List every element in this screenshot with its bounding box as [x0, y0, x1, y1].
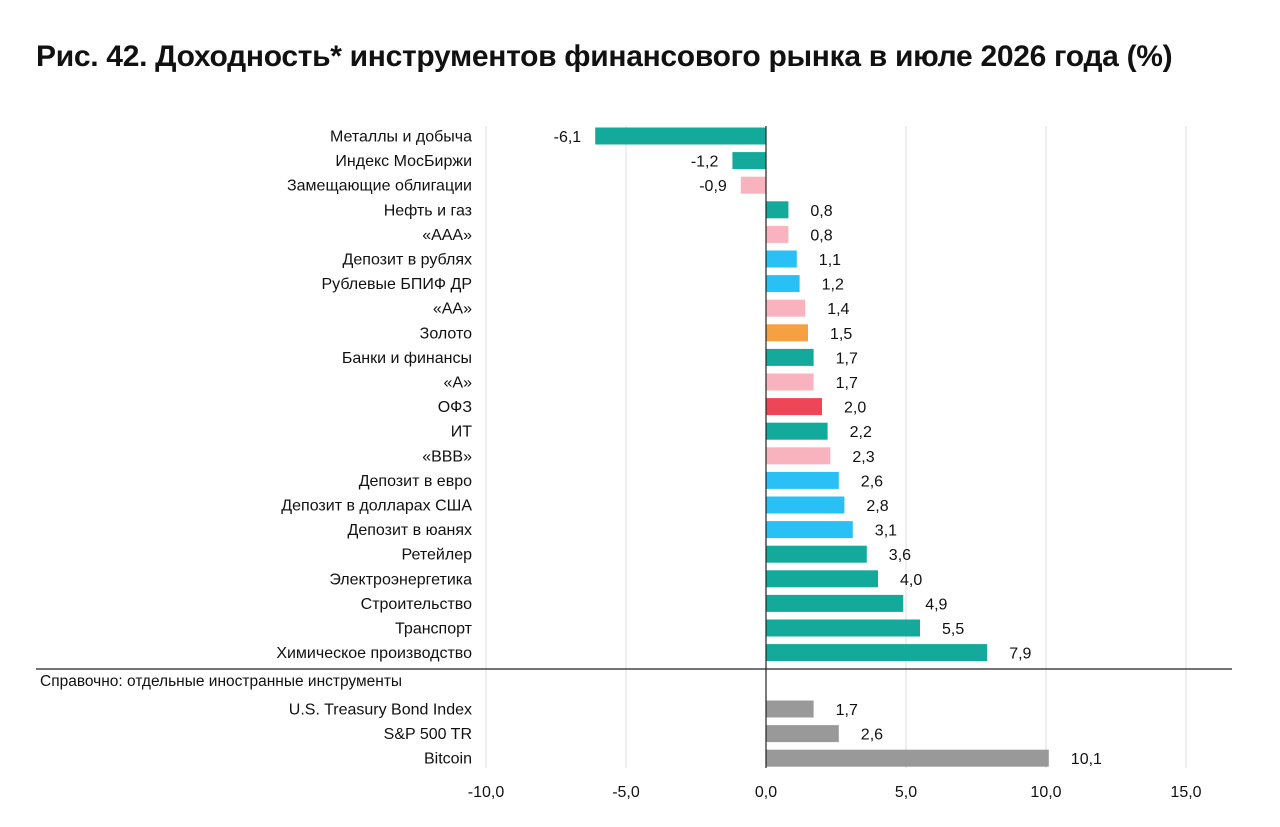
- bar-layer: [595, 127, 1049, 767]
- data-label: 0,8: [810, 203, 832, 220]
- x-tick-label: 5,0: [895, 784, 917, 801]
- data-label: 4,9: [925, 596, 947, 613]
- bar: [766, 471, 839, 489]
- bar: [766, 496, 845, 514]
- bar: [766, 725, 839, 743]
- bar: [766, 545, 867, 563]
- category-label: Транспорт: [395, 621, 473, 638]
- category-label: «АА»: [433, 301, 472, 318]
- bar: [766, 749, 1049, 767]
- category-label: ИТ: [451, 424, 473, 441]
- axis-layer: -10,0 -5,0 0,0 5,0 10,0 15,0: [36, 126, 1232, 801]
- label-layer: Металлы и добыча -6,1 Индекс МосБиржи -1,2 З…: [40, 129, 1102, 769]
- data-label: 1,1: [819, 252, 841, 269]
- data-label: 1,7: [836, 375, 858, 392]
- category-label: Депозит в евро: [359, 473, 472, 490]
- bar: [766, 201, 789, 219]
- bar: [766, 644, 988, 662]
- category-label: «ВВВ»: [422, 448, 472, 465]
- category-label: Электроэнергетика: [329, 571, 472, 588]
- bar: [766, 348, 814, 366]
- category-label: Золото: [420, 325, 472, 342]
- data-label: 7,9: [1009, 646, 1031, 663]
- bar: [766, 447, 831, 465]
- x-tick-label: 15,0: [1170, 784, 1201, 801]
- data-label: 1,2: [822, 277, 844, 294]
- category-label: Депозит в рублях: [343, 252, 472, 269]
- x-tick-label: -5,0: [612, 784, 640, 801]
- data-label: -0,9: [699, 178, 727, 195]
- data-label: 5,5: [942, 621, 964, 638]
- category-label: Депозит в юанях: [347, 522, 472, 539]
- category-label: Ретейлер: [402, 547, 473, 564]
- category-label: Строительство: [361, 596, 472, 613]
- data-label: 2,3: [852, 449, 874, 466]
- data-label: 1,7: [836, 702, 858, 719]
- bar: [766, 373, 814, 391]
- category-label: Химическое производство: [276, 645, 472, 662]
- data-label: 2,0: [844, 400, 866, 417]
- x-tick-label: 10,0: [1030, 784, 1061, 801]
- data-label: 3,1: [875, 523, 897, 540]
- bar: [732, 152, 766, 170]
- data-label: 2,6: [861, 727, 883, 744]
- data-label: 2,6: [861, 473, 883, 490]
- category-label: Металлы и добыча: [330, 129, 472, 146]
- category-label: Bitcoin: [424, 751, 472, 768]
- data-label: 2,2: [850, 424, 872, 441]
- bar: [766, 299, 806, 317]
- category-label: S&P 500 TR: [384, 726, 472, 743]
- data-label: 1,5: [830, 326, 852, 343]
- bar: [766, 594, 904, 612]
- category-label: Индекс МосБиржи: [335, 153, 472, 170]
- bar: [766, 570, 878, 588]
- bar: [766, 700, 814, 718]
- data-label: -1,2: [691, 154, 719, 171]
- bar: [766, 422, 828, 440]
- bar: [766, 521, 853, 539]
- bar: [740, 176, 766, 194]
- data-label: -6,1: [554, 129, 582, 146]
- grid-layer: [485, 126, 1187, 768]
- bar: [766, 398, 822, 416]
- data-label: 1,7: [836, 350, 858, 367]
- data-label: 4,0: [900, 572, 922, 589]
- bar: [766, 324, 808, 342]
- chart-title: Рис. 42. Доходность* инструментов финанс…: [36, 40, 1173, 73]
- category-label: Депозит в долларах США: [281, 498, 472, 515]
- x-tick-label: 0,0: [755, 784, 777, 801]
- data-label: 10,1: [1071, 751, 1102, 768]
- bar: [766, 225, 789, 243]
- category-label: Нефть и газ: [384, 202, 472, 219]
- category-label: Рублевые БПИФ ДР: [322, 276, 473, 293]
- bar: [766, 619, 920, 637]
- category-label: «ААА»: [422, 227, 472, 244]
- data-label: 3,6: [889, 547, 911, 564]
- reference-section-label: Справочно: отдельные иностранные инструм…: [40, 673, 402, 690]
- bar: [766, 250, 797, 268]
- data-label: 2,8: [866, 498, 888, 515]
- bar: [595, 127, 766, 145]
- data-label: 0,8: [810, 227, 832, 244]
- data-label: 1,4: [827, 301, 849, 318]
- x-tick-label: -10,0: [468, 784, 505, 801]
- category-label: Банки и финансы: [342, 350, 472, 367]
- category-label: Замещающие облигации: [287, 178, 472, 195]
- category-label: ОФЗ: [438, 399, 472, 416]
- category-label: U.S. Treasury Bond Index: [289, 702, 472, 719]
- category-label: «А»: [444, 375, 473, 392]
- bar: [766, 275, 800, 293]
